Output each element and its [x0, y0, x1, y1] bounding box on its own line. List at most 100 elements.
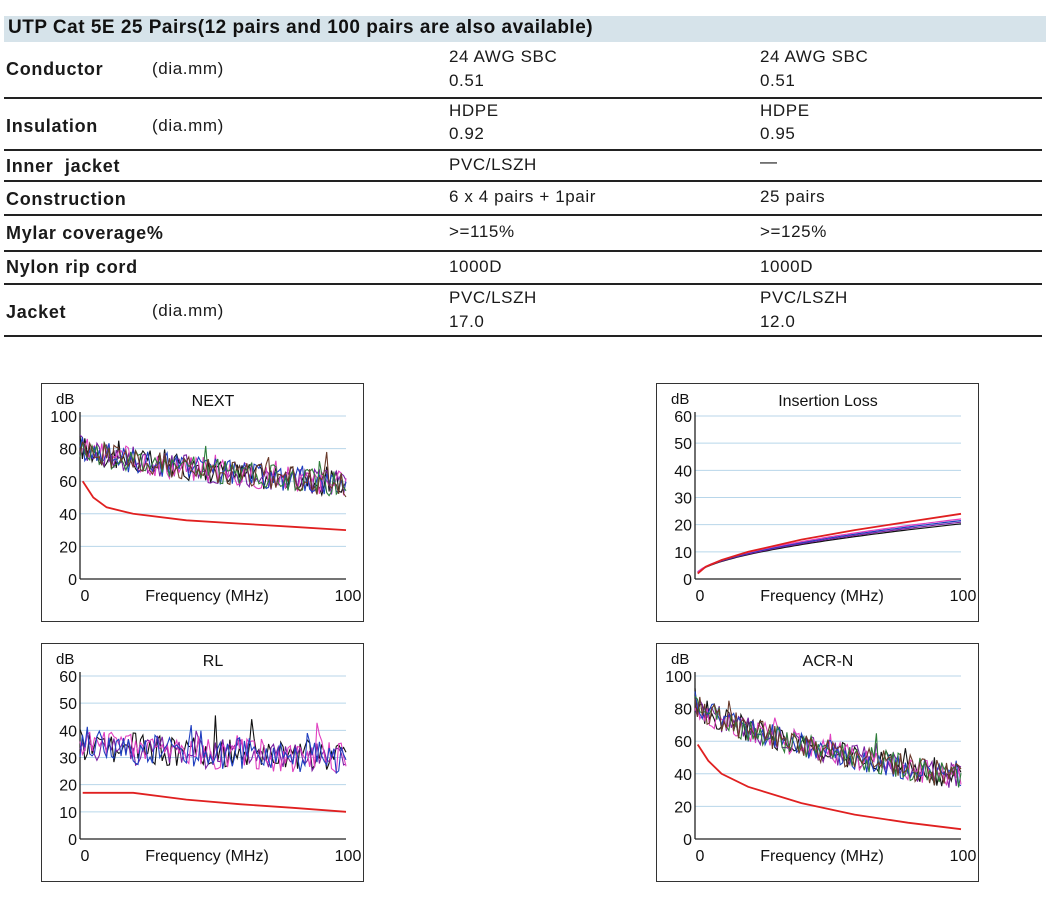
chart-svg: Insertion Loss dB Frequency (MHz) 0 100 0 10 20… [671, 391, 977, 605]
row-conductor-col2-line2: 0.51 [760, 71, 796, 90]
row-divider [4, 214, 1042, 216]
row-insulation-col2-line2: 0.95 [760, 124, 796, 143]
x-tick-label: 0 [81, 848, 90, 865]
y-tick-label: 60 [674, 734, 692, 751]
row-insulation-col1-line2: 0.92 [449, 124, 485, 143]
measured-series-line [697, 521, 962, 573]
measured-series-line [79, 725, 347, 774]
y-tick-label: 60 [59, 669, 77, 686]
row-inner-jacket-col2: — [760, 152, 778, 171]
y-tick-label: 20 [674, 518, 692, 535]
row-jacket-col1-line1: PVC/LSZH [449, 288, 537, 307]
limit-line [696, 744, 962, 831]
y-tick-label: 10 [674, 545, 692, 562]
row-inner-jacket-label: Inner jacket [6, 156, 121, 176]
y-tick-label: 30 [674, 491, 692, 508]
y-tick-label: 0 [683, 572, 692, 589]
row-jacket-col2-line1: PVC/LSZH [760, 288, 848, 307]
row-insulation-col2-line1: HDPE [760, 101, 810, 120]
row-divider [4, 180, 1042, 182]
spec-title-bar: UTP Cat 5E 25 Pairs(12 pairs and 100 pai… [4, 16, 1046, 42]
y-tick-label: 80 [674, 702, 692, 719]
y-tick-label: 30 [59, 751, 77, 768]
spec-title: UTP Cat 5E 25 Pairs(12 pairs and 100 pai… [8, 17, 594, 38]
chart-svg: NEXT dB Frequency (MHz) 0 100 0 20 40 60 80 100 [50, 391, 362, 605]
row-conductor-col2-line1: 24 AWG SBC [760, 47, 869, 66]
chart-svg: RL dB Frequency (MHz) 0 100 10 20 30 40 50 60 0 [56, 651, 362, 865]
measured-series-line [79, 441, 347, 498]
row-mylar-col1: >=115% [449, 222, 515, 241]
row-nylon-col2: 1000D [760, 257, 814, 276]
y-tick-label: 60 [59, 474, 77, 491]
y-tick-label: 10 [59, 805, 77, 822]
x-axis-label: Frequency (MHz) [760, 848, 884, 865]
row-nylon-col1: 1000D [449, 257, 503, 276]
row-insulation-unit: (dia.mm) [152, 116, 224, 135]
chart-title: ACR-N [803, 653, 854, 670]
row-divider [4, 335, 1042, 337]
measured-series-line [79, 434, 347, 495]
y-tick-label: 80 [59, 442, 77, 459]
y-tick-label: 20 [59, 539, 77, 556]
row-jacket-col1-line2: 17.0 [449, 312, 485, 331]
chart-rl: RL dB Frequency (MHz) 0 100 10 20 30 40 50 60 0 [41, 643, 364, 882]
y-tick-label: 40 [59, 723, 77, 740]
chart-acr-n: ACR-N dB Frequency (MHz) 0 100 0 20 40 60 80 100 [656, 643, 979, 882]
row-construction-col2: 25 pairs [760, 187, 826, 206]
limit-line [81, 480, 347, 531]
row-conductor-unit: (dia.mm) [152, 59, 224, 78]
y-tick-label: 40 [59, 507, 77, 524]
y-tick-label: 100 [50, 409, 77, 426]
chart-title: RL [203, 653, 224, 670]
y-tick-label: 0 [683, 832, 692, 849]
x-tick-label: 0 [696, 848, 705, 865]
chart-title: Insertion Loss [778, 393, 878, 410]
x-tick-label: 100 [950, 588, 977, 605]
row-insulation-col1-line1: HDPE [449, 101, 499, 120]
measured-series-line [79, 437, 347, 495]
x-tick-label: 0 [81, 588, 90, 605]
y-tick-label: 40 [674, 463, 692, 480]
x-tick-label: 0 [696, 588, 705, 605]
y-axis-label: dB [56, 651, 74, 668]
row-jacket-label: Jacket [6, 302, 67, 322]
x-axis-label: Frequency (MHz) [760, 588, 884, 605]
chart-title: NEXT [192, 393, 235, 410]
x-tick-label: 100 [335, 848, 362, 865]
y-tick-label: 40 [674, 767, 692, 784]
y-tick-label: 100 [665, 669, 692, 686]
x-axis-label: Frequency (MHz) [145, 588, 269, 605]
row-construction-col1: 6 x 4 pairs + 1pair [449, 187, 597, 206]
row-divider [4, 283, 1042, 285]
y-axis-label: dB [671, 391, 689, 408]
x-tick-label: 100 [950, 848, 977, 865]
row-mylar-col2: >=125% [760, 222, 827, 241]
row-mylar-label: Mylar coverage% [6, 223, 164, 243]
x-tick-label: 100 [335, 588, 362, 605]
x-axis-label: Frequency (MHz) [145, 848, 269, 865]
row-conductor-col1-line1: 24 AWG SBC [449, 47, 558, 66]
y-tick-label: 50 [59, 696, 77, 713]
row-jacket-col2-line2: 12.0 [760, 312, 796, 331]
y-tick-label: 20 [59, 778, 77, 795]
y-axis-label: dB [671, 651, 689, 668]
y-tick-label: 20 [674, 799, 692, 816]
row-nylon-label: Nylon rip cord [6, 257, 138, 277]
measured-series-line [697, 523, 962, 573]
measured-series-line [694, 696, 962, 786]
row-inner-jacket-col1: PVC/LSZH [449, 155, 537, 174]
row-conductor-label: Conductor [6, 59, 104, 79]
row-construction-label: Construction [6, 189, 127, 209]
row-divider [4, 250, 1042, 252]
chart-svg: ACR-N dB Frequency (MHz) 0 100 0 20 40 60 80 100 [665, 651, 977, 865]
row-insulation-label: Insulation [6, 116, 98, 136]
row-divider [4, 97, 1042, 99]
chart-insertion-loss: Insertion Loss dB Frequency (MHz) 0 100 0 10 20… [656, 383, 979, 622]
limit-line [697, 512, 962, 575]
y-tick-label: 0 [68, 572, 77, 589]
row-divider [4, 149, 1042, 151]
y-tick-label: 50 [674, 436, 692, 453]
measured-series-line [694, 696, 962, 788]
y-axis-label: dB [56, 391, 74, 408]
y-tick-label: 0 [68, 832, 77, 849]
